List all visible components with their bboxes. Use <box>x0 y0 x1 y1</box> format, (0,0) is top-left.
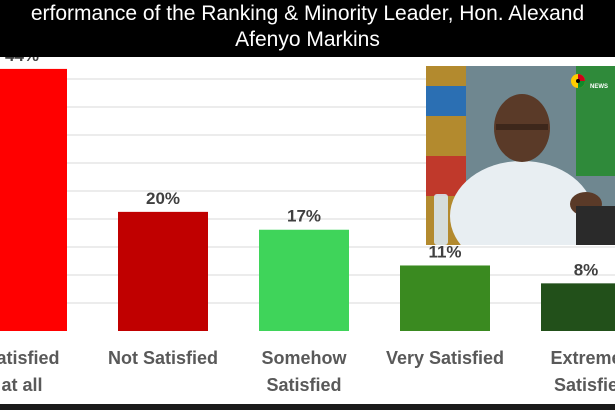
category-label: Satisfied <box>0 348 60 368</box>
bottom-bar <box>0 404 615 410</box>
category-label: Very Satisfied <box>386 348 504 368</box>
chart-title-line-1: erformance of the Ranking & Minority Lea… <box>30 2 585 25</box>
category-label: Extreme <box>550 348 615 368</box>
data-label: 44% <box>5 57 39 65</box>
data-label: 8% <box>574 260 599 279</box>
chart-title-line-2: Afenyo Markins <box>235 28 380 51</box>
bar <box>0 68 67 332</box>
person-photo-icon <box>426 66 615 245</box>
bar <box>259 229 349 331</box>
bar <box>541 283 615 331</box>
bar-chart: 44% Satisfied at all 20% Not Satisfied 17% Som… <box>0 57 615 395</box>
category-label: Satisfied <box>266 375 341 395</box>
leader-photo: NEWS <box>426 66 615 245</box>
bar <box>400 265 490 331</box>
category-label: Not Satisfied <box>108 348 218 368</box>
bar <box>118 211 208 331</box>
data-label: 20% <box>146 189 180 208</box>
data-label: 11% <box>428 242 461 261</box>
category-label: at all <box>1 375 42 395</box>
category-label: Somehow <box>261 348 347 368</box>
category-label: Satisfie <box>554 375 615 395</box>
ge-news-logo-icon <box>571 74 585 88</box>
data-label: 17% <box>287 207 321 226</box>
logo-text: NEWS <box>590 84 608 90</box>
title-bar: erformance of the Ranking & Minority Lea… <box>0 0 615 57</box>
